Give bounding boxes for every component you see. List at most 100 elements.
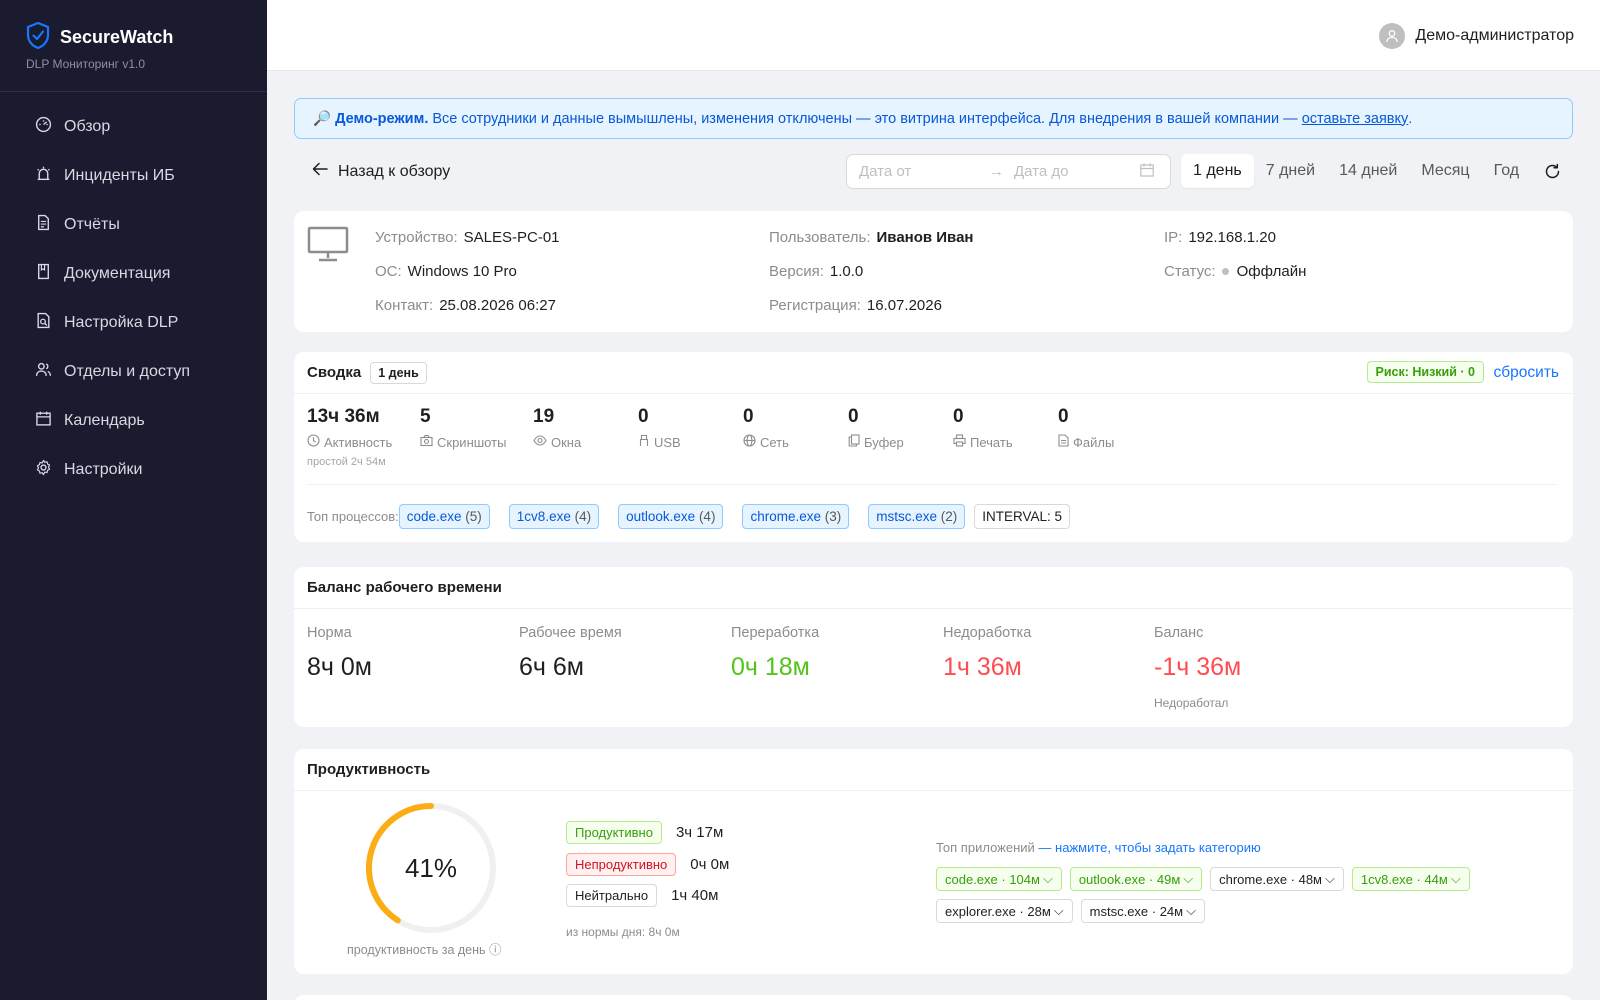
stat-label: Файлы	[1073, 434, 1115, 450]
banner-text: Все сотрудники и данные вымышлены, измен…	[432, 110, 1298, 127]
balance-header: Баланс рабочего времени	[294, 567, 1573, 609]
sidebar-item-calendar[interactable]: Календарь	[0, 396, 267, 445]
sidebar-nav: Обзор Инциденты ИБ Отчёты Документация Н…	[0, 92, 267, 494]
user-label: Пользователь:	[769, 229, 871, 246]
sidebar-item-settings[interactable]: Настройки	[0, 445, 267, 494]
top-processes: Топ процессов: code.exe (5) 1cv8.exe (4)…	[307, 504, 1079, 529]
printer-icon	[953, 434, 966, 450]
version-value: 1.0.0	[829, 263, 864, 280]
process-count: (5)	[465, 509, 482, 524]
sidebar-item-label: Настройки	[64, 460, 143, 478]
balance-label: Баланс	[1154, 625, 1204, 641]
process-tag[interactable]: code.exe (5)	[398, 504, 490, 529]
sidebar-item-reports[interactable]: Отчёты	[0, 200, 267, 249]
main-content: 🔎 Демо-режим. Все сотрудники и данные вы…	[267, 71, 1600, 1000]
sidebar: SecureWatch DLP Мониторинг v1.0 Обзор Ин…	[0, 0, 267, 1000]
gauge-caption-text: продуктивность за день	[347, 943, 486, 957]
sidebar-item-overview[interactable]: Обзор	[0, 102, 267, 151]
brand: SecureWatch DLP Мониторинг v1.0	[0, 0, 267, 92]
period-year[interactable]: Год	[1493, 162, 1520, 179]
calendar-icon	[1139, 162, 1155, 182]
app-tag[interactable]: chrome.exe · 48м ⌵	[1210, 867, 1344, 891]
demo-banner: 🔎 Демо-режим. Все сотрудники и данные вы…	[294, 98, 1573, 139]
request-link[interactable]: оставьте заявку	[1301, 110, 1409, 127]
chevron-down-icon: ⌵	[1186, 903, 1196, 918]
user-menu[interactable]: Демо-администратор	[1379, 23, 1574, 49]
version-label: Версия:	[769, 263, 824, 280]
sidebar-item-label: Настройка DLP	[64, 313, 179, 331]
period-month[interactable]: Месяц	[1421, 162, 1470, 179]
device-card: Устройство: SALES-PC-01 ОС: Windows 10 Pro…	[294, 211, 1573, 332]
stat-screenshots: 5 Скриншоты	[420, 406, 506, 450]
interval-tag: INTERVAL: 5	[974, 504, 1071, 529]
top-header: Демо-администратор	[267, 0, 1600, 71]
sidebar-item-docs[interactable]: Документация	[0, 249, 267, 298]
day-norm-text: из нормы дня: 8ч 0м	[566, 925, 680, 939]
process-tag[interactable]: chrome.exe (3)	[742, 504, 850, 529]
gauge-percent: 41%	[405, 853, 457, 883]
process-name: 1cv8.exe	[516, 509, 571, 524]
reload-icon[interactable]	[1544, 163, 1561, 183]
process-count: (3)	[824, 509, 842, 524]
balance-worktime: Рабочее время 6ч 6м	[519, 625, 622, 682]
status-label: Статус:	[1164, 263, 1216, 280]
monitor-icon	[307, 226, 349, 265]
sidebar-item-label: Отделы и доступ	[64, 362, 191, 380]
date-from-input[interactable]: Дата от	[859, 163, 912, 180]
balance-label: Недоработка	[943, 625, 1032, 641]
period-14-days[interactable]: 14 дней	[1339, 162, 1398, 179]
process-tag[interactable]: mstsc.exe (2)	[868, 504, 966, 529]
category-value: 0ч 0м	[690, 856, 730, 873]
app-tag[interactable]: 1cv8.exe · 44м ⌵	[1351, 867, 1470, 891]
app-tag[interactable]: mstsc.exe · 24м ⌵	[1080, 899, 1205, 923]
status-dot	[1221, 267, 1229, 275]
toolbar: Назад к обзору Дата от → Дата до 1 день …	[294, 154, 1573, 190]
process-tag[interactable]: outlook.exe (4)	[618, 504, 724, 529]
category-productive: Продуктивно 3ч 17м	[566, 821, 723, 844]
brand-title: SecureWatch	[60, 26, 174, 47]
stat-value: 19	[533, 406, 555, 427]
ip-value: 192.168.1.20	[1188, 229, 1276, 246]
work-balance-card: Баланс рабочего времени Норма 8ч 0м Рабо…	[294, 567, 1573, 727]
productivity-header: Продуктивность	[294, 749, 1573, 791]
camera-icon	[420, 434, 433, 450]
stat-value: 5	[420, 406, 431, 427]
app-tag[interactable]: outlook.exe · 49м ⌵	[1069, 867, 1203, 891]
stat-value: 13ч 36м	[307, 406, 380, 427]
banner-end: .	[1408, 110, 1413, 127]
app-tag[interactable]: explorer.exe · 28м ⌵	[936, 899, 1073, 923]
period-7-days[interactable]: 7 дней	[1265, 162, 1316, 179]
user-icon	[1386, 30, 1399, 43]
balance-undertime: Недоработка 1ч 36м	[943, 625, 1031, 682]
stat-label: USB	[654, 434, 681, 450]
top-apps-title: Топ приложений — нажмите, чтобы задать к…	[936, 840, 1261, 855]
info-icon[interactable]: ⓘ	[489, 943, 502, 957]
stat-label: Буфер	[864, 434, 904, 450]
sidebar-item-departments[interactable]: Отделы и доступ	[0, 347, 267, 396]
sidebar-item-dlp-settings[interactable]: Настройка DLP	[0, 298, 267, 347]
stat-label: Скриншоты	[437, 434, 507, 450]
date-to-input[interactable]: Дата до	[1014, 163, 1069, 180]
risk-badge: Риск: Низкий · 0	[1366, 361, 1484, 383]
calendar-icon	[35, 410, 52, 432]
reset-link[interactable]: сбросить	[1493, 364, 1559, 381]
app-tag[interactable]: code.exe · 104м ⌵	[936, 867, 1062, 891]
back-button[interactable]: Назад к обзору	[312, 162, 450, 181]
process-tag[interactable]: 1cv8.exe (4)	[508, 504, 600, 529]
dashboard-icon	[35, 116, 52, 138]
user-name: Демо-администратор	[1415, 27, 1574, 44]
sidebar-item-label: Отчёты	[64, 215, 120, 233]
summary-stats: 13ч 36м Активность простой 2ч 54м 5 Скри…	[307, 406, 1557, 486]
contact-row: Контакт: 25.08.2026 06:27	[375, 297, 556, 314]
sidebar-item-incidents[interactable]: Инциденты ИБ	[0, 151, 267, 200]
device-value: SALES-PC-01	[463, 229, 560, 246]
period-1-day[interactable]: 1 день	[1181, 154, 1254, 188]
status-value: Оффлайн	[1236, 263, 1307, 280]
stat-activity: 13ч 36м Активность простой 2ч 54м	[307, 406, 392, 468]
summary-card: Сводка 1 день Риск: Низкий · 0 сбросить …	[294, 352, 1573, 542]
sidebar-item-label: Обзор	[64, 117, 111, 135]
app-label: code.exe · 104м	[945, 871, 1040, 887]
app-label: mstsc.exe · 24м	[1089, 903, 1184, 919]
balance-value: -1ч 36м	[1154, 653, 1242, 681]
date-range-picker[interactable]: Дата от → Дата до	[846, 154, 1171, 189]
